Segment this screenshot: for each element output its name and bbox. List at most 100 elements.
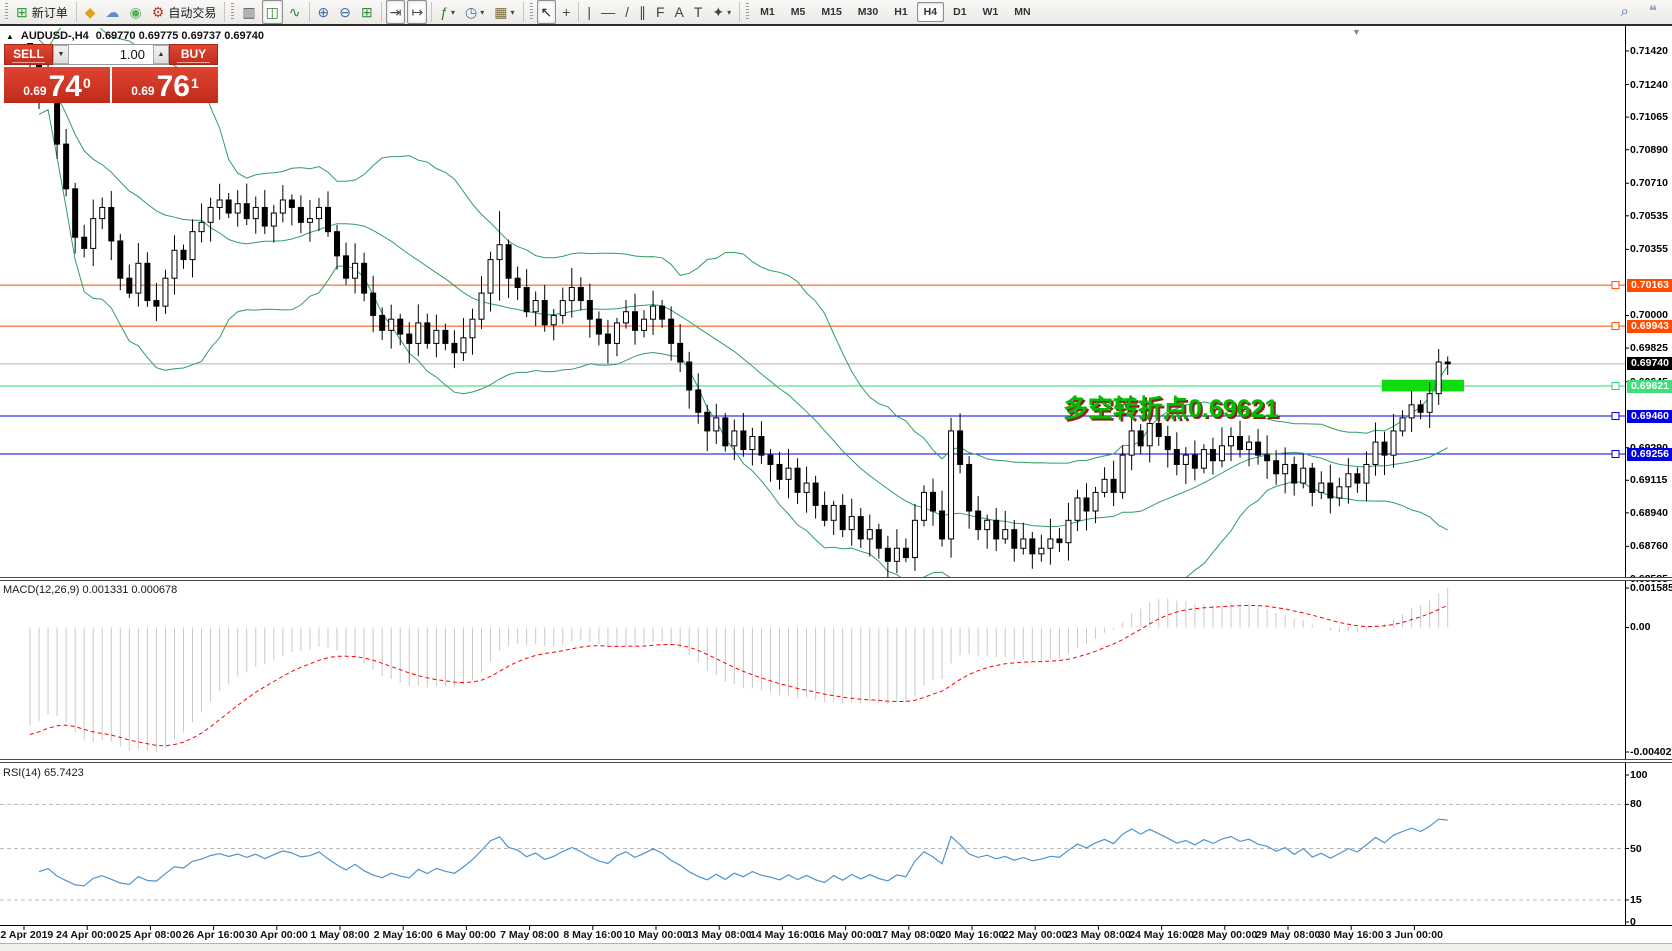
auto-scroll-glyph: ⇥ [389,4,402,20]
sell-price-box[interactable]: 0.69 74 0 [4,67,110,103]
level-line-handle[interactable] [1611,322,1620,331]
chart-shift-marker-icon[interactable]: ▼ [1352,27,1361,37]
macd-axis-label: 0.001585 [1630,582,1672,594]
date-tick-label: 14 May 16:00 [749,929,815,941]
rsi-axis-label: 50 [1630,842,1642,855]
date-tick-label: 6 May 00:00 [436,929,496,941]
volume-field[interactable]: 1.00 [69,45,153,64]
templates-button-dropdown-icon[interactable]: ▾ [510,7,515,17]
templates-glyph: ▦ [494,4,508,20]
templates-button[interactable]: ▦ ▾ [490,0,518,24]
buy-price-big: 76 [156,70,190,103]
level-line-handle[interactable] [1611,450,1620,459]
pane-separator-rsi[interactable] [0,759,1672,763]
auto-scroll-button[interactable]: ⇥ [385,0,406,24]
fibonacci-button[interactable]: F [652,0,669,24]
new-order-button-label: 新订单 [31,5,68,20]
line-chart-button[interactable]: ∿ [285,0,305,24]
date-tick-label: 7 May 08:00 [500,929,560,941]
current-price-label: 0.69740 [1627,357,1672,371]
volume-decrease-button[interactable]: ▼ [53,45,69,64]
zoom-out-glyph: ⊖ [339,4,351,20]
buy-button-label: BUY [180,46,207,61]
search-icon[interactable]: ⌕ [1617,0,1633,24]
text-button[interactable]: A [671,0,688,24]
mql5-community-icon[interactable]: ☁ [102,0,124,24]
equidistant-channel-button[interactable]: ∥ [635,0,650,24]
bar-chart-button[interactable]: ▥ [238,0,259,24]
autotrading-button[interactable]: ⚙ 自动交易 [148,0,221,24]
date-tick-label: 20 May 16:00 [939,929,1005,941]
vertical-line-glyph: | [587,4,592,20]
chat-icon: ❝ [1648,3,1657,20]
indicators-button-dropdown-icon[interactable]: ▾ [451,7,456,17]
horizontal-line-glyph: — [601,4,616,20]
rsi-axis-label: 100 [1630,769,1648,781]
buy-button[interactable]: BUY [169,44,218,65]
buy-underline [177,61,210,63]
horizontal-line-button[interactable]: — [597,0,619,24]
price-tick: 0.70000 [1630,309,1668,322]
cursor-button[interactable]: ↖ [536,0,557,24]
date-tick-label: 29 May 08:00 [1255,929,1321,941]
timeframe-h4[interactable]: H4 [916,2,945,22]
signals-icon[interactable]: ◉ [126,0,146,24]
new-order-button[interactable]: ⊞ 新订单 [12,0,72,24]
timeframe-m30[interactable]: M30 [857,6,879,18]
level-line-handle[interactable] [1611,281,1620,290]
date-tick-label: 24 Apr 00:00 [56,929,119,941]
trendline-button[interactable]: / [621,0,633,24]
timeframe-mn[interactable]: MN [1014,6,1031,18]
level-line-handle[interactable] [1611,412,1620,421]
timeframe-m15[interactable]: M15 [821,6,842,18]
date-tick-label: 2 May 16:00 [373,929,433,941]
arrows-button-dropdown-icon[interactable]: ▾ [727,7,732,17]
date-tick-label: 8 May 16:00 [563,929,623,941]
pane-separator-macd[interactable] [0,577,1672,581]
sell-price-pip: 0 [82,75,91,91]
zoom-out-button[interactable]: ⊖ [335,0,355,24]
indicators-button[interactable]: ƒ ▾ [436,0,459,24]
periods-button[interactable]: ◷ ▾ [461,0,488,24]
equidistant-channel-glyph: ∥ [638,4,646,20]
zoom-in-glyph: ⊕ [317,4,330,20]
one-click-trading-panel: SELL ▼ 1.00 ▲ BUY 0.69 74 0 [4,44,218,103]
candlestick-chart-button[interactable]: ◫ [261,0,283,24]
timeframe-m5[interactable]: M5 [790,6,806,18]
crosshair-button[interactable]: + [558,0,574,24]
chat-icon[interactable]: ❝ [1645,0,1661,24]
sell-underline [12,61,45,63]
level-price-label: 0.69621 [1627,379,1672,393]
sell-button-label: SELL [13,46,44,61]
date-tick-label: 26 Apr 16:00 [182,929,245,941]
buy-price-box[interactable]: 0.69 76 1 [112,67,218,103]
bar-chart-glyph: ▥ [242,4,256,20]
rsi-axis-label: 80 [1630,798,1642,811]
arrows-button[interactable]: ✦ ▾ [708,0,735,24]
date-tick-label: 1 May 08:00 [310,929,370,941]
chart-shift-button[interactable]: ↦ [407,0,428,24]
tile-windows-button[interactable]: ⊞ [357,0,377,24]
line-chart-glyph: ∿ [288,4,301,20]
charts-list-icon[interactable]: ◆ [81,0,100,24]
text-label-button[interactable]: T [690,0,707,24]
price-tick: 0.71065 [1630,111,1668,124]
zoom-in-button[interactable]: ⊕ [314,0,334,24]
level-line-handle[interactable] [1611,382,1620,391]
timeframe-m1[interactable]: M1 [760,6,775,18]
volume-increase-button[interactable]: ▲ [153,45,169,64]
toolbar: ⊞ 新订单 ◆ ☁ ◉ ⚙ 自动交易 ▥ ◫ ∿ ⊕ ⊖ ⊞ ⇥ ↦ ƒ ▾ ◷ ▾ ▦ ▾ ↖ + | — / ∥ F A T ✦ ▾ M1 M… [0,0,1672,26]
timeframe-d1[interactable]: D1 [953,6,967,18]
date-tick-label: 30 Apr 00:00 [245,929,308,941]
timeframe-h1[interactable]: H1 [894,6,908,18]
timeframe-w1[interactable]: W1 [982,6,999,18]
periods-button-dropdown-icon[interactable]: ▾ [480,7,485,17]
price-tick: 0.70535 [1630,209,1668,222]
trendline-glyph: / [625,4,629,20]
date-tick-label: 28 May 00:00 [1192,929,1258,941]
chart-annotation: 多空转折点0.69621 [1063,395,1279,423]
vertical-line-button[interactable]: | [583,0,595,24]
collapse-arrow-icon[interactable]: ▲ [6,32,14,41]
sell-button[interactable]: SELL [4,44,53,65]
